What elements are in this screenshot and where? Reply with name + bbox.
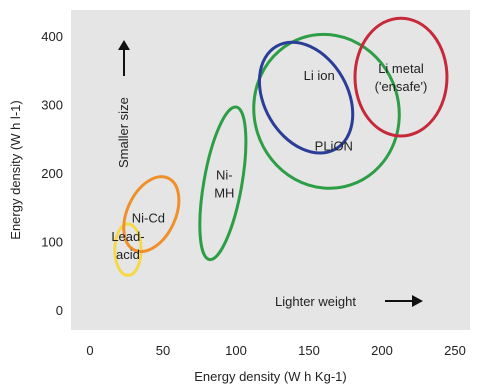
y-tick-label: 300 — [41, 98, 63, 113]
y-axis-title: Energy density (W h l-1) — [8, 100, 23, 239]
x-tick-label: 150 — [298, 343, 320, 358]
x-tick-label: 250 — [444, 343, 466, 358]
y-tick-labels: 0 100 200 300 400 — [41, 29, 63, 318]
y-tick-label: 0 — [56, 303, 63, 318]
region-label-ni-cd: Ni-Cd — [132, 211, 165, 226]
region-label-ni-mh: Ni-MH — [214, 167, 234, 200]
lighter-weight-label: Lighter weight — [275, 294, 356, 309]
region-ni-cd — [122, 175, 181, 254]
lighter-weight-annotation: Lighter weight — [275, 294, 423, 309]
y-tick-label: 200 — [41, 166, 63, 181]
x-tick-labels: 0 50 100 150 200 250 — [86, 343, 465, 358]
regions-layer: Lead-acid Ni-Cd Ni-MH PLiON Li ion Li metal ('… — [111, 16, 449, 277]
x-axis-title: Energy density (W h Kg-1) — [194, 369, 346, 384]
x-tick-label: 200 — [371, 343, 393, 358]
smaller-size-label: Smaller size — [116, 97, 131, 168]
region-label-plion: PLiON — [315, 139, 353, 154]
lighter-weight-arrowhead — [412, 295, 423, 307]
plot-area — [71, 10, 470, 330]
y-tick-label: 100 — [41, 235, 63, 250]
region-plion — [252, 32, 401, 190]
y-tick-label: 400 — [41, 29, 63, 44]
x-tick-label: 0 — [86, 343, 93, 358]
region-label-li-ion: Li ion — [304, 68, 335, 83]
region-lead-acid — [113, 222, 143, 277]
region-li-metal-ensafe — [353, 16, 449, 138]
region-li-ion — [257, 40, 355, 155]
region-ni-mh — [198, 105, 248, 262]
region-label-lead-acid: Lead-acid — [111, 229, 144, 262]
region-label-li-metal-ensafe: Li metal ('ensafe') — [375, 61, 428, 94]
smaller-size-arrowhead — [118, 40, 130, 50]
x-tick-label: 100 — [225, 343, 247, 358]
x-tick-label: 50 — [156, 343, 170, 358]
smaller-size-annotation: Smaller size — [116, 40, 131, 168]
